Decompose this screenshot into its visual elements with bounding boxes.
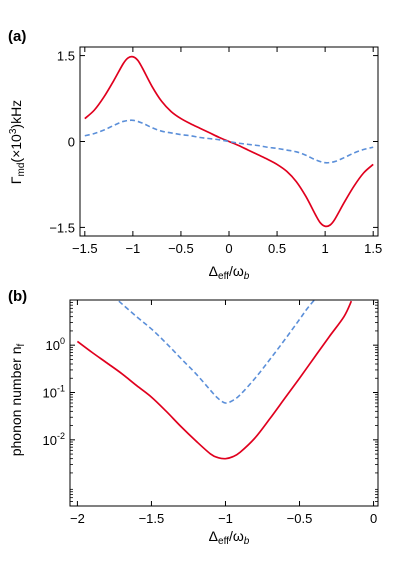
- panel-b-frame: [69, 299, 379, 507]
- x-tick-label: 1.5: [364, 241, 382, 256]
- y-tick-label: 1.5: [57, 49, 75, 64]
- x-tick-label: 0: [370, 511, 377, 526]
- panel-a-frame: [79, 46, 379, 237]
- x-tick-label: 0.5: [268, 241, 286, 256]
- series-line-dashed: [118, 300, 315, 404]
- panel-b-series: [76, 300, 353, 460]
- panel-a-ylabel: Γmd(×103)kHz: [8, 100, 27, 184]
- series-line-solid: [76, 300, 353, 460]
- panel-a-label: (a): [8, 28, 26, 45]
- panel-b-ylabel: phonon number nf: [8, 344, 27, 457]
- y-tick-label: −1.5: [49, 220, 75, 235]
- x-tick-label: −2: [70, 511, 85, 526]
- y-tick-label: 10-1: [43, 383, 65, 400]
- panel-b-xlabel: Δeff/ωb: [209, 528, 250, 547]
- x-tick-label: −1: [125, 241, 140, 256]
- x-tick-label: −0.5: [287, 511, 313, 526]
- x-tick-label: −0.5: [168, 241, 194, 256]
- x-tick-label: 1: [322, 241, 329, 256]
- y-tick-label: 10-2: [43, 431, 65, 448]
- panel-a: (a) −1.5 −1 −0.5 0 0.5 1 1.5 1.5 0 −1.5 Δeff/ωb Γ…: [8, 28, 382, 282]
- x-tick-label: −1: [218, 511, 233, 526]
- panel-b-ticks: −2 −1.5 −1 −0.5 0 100 10-1 10-2: [43, 299, 378, 526]
- x-tick-label: 0: [225, 241, 232, 256]
- y-tick-label: 0: [68, 135, 75, 150]
- series-line-solid: [84, 55, 374, 228]
- panel-a-series: [84, 55, 374, 228]
- panel-b-label: (b): [8, 288, 27, 305]
- x-tick-label: −1.5: [72, 241, 98, 256]
- y-tick-label: 100: [46, 336, 65, 353]
- x-tick-label: −1.5: [139, 511, 165, 526]
- panel-a-xlabel: Δeff/ωb: [209, 263, 250, 282]
- panel-b: (b) −2 −1.5 −1 −0.5 0 100 10-1 10-2 Δeff/ωb pho…: [8, 288, 379, 547]
- series-line-dashed: [84, 119, 374, 164]
- panel-a-ticks: −1.5 −1 −0.5 0 0.5 1 1.5 1.5 0 −1.5: [49, 47, 382, 256]
